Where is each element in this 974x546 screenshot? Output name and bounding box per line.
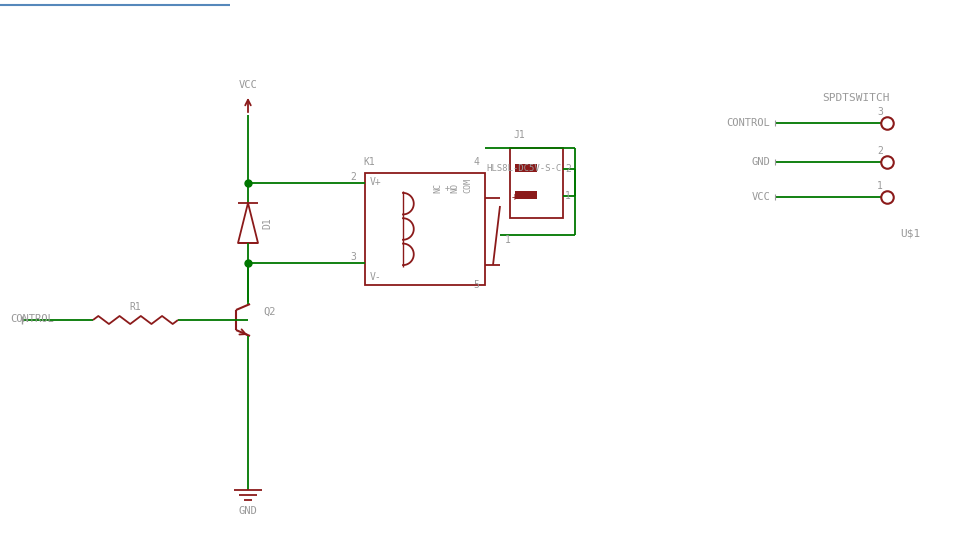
Bar [365,173,485,285]
Text: 2: 2 [350,172,356,182]
Text: Q2: Q2 [263,307,276,317]
Text: U$1: U$1 [900,229,920,239]
Text: VCC: VCC [239,80,257,90]
Text: 4: 4 [473,157,479,167]
Text: D1: D1 [262,217,272,229]
Text: 3: 3 [877,107,882,117]
Text: 3: 3 [350,252,356,262]
Bar [515,191,537,199]
Text: GND: GND [239,506,257,516]
Text: HLS8L-DC5V-S-C: HLS8L-DC5V-S-C [486,164,561,173]
Text: 2: 2 [877,146,882,156]
Bar [515,164,537,172]
Text: J1: J1 [513,130,525,140]
Text: V-: V- [370,272,382,282]
Text: GND: GND [751,157,770,167]
Text: +: + [445,184,450,193]
Text: 5: 5 [473,280,479,290]
Text: R1: R1 [130,302,141,312]
Text: V+: V+ [370,177,382,187]
Text: VCC: VCC [751,192,770,202]
Text: NC: NC [433,183,442,193]
Text: 1: 1 [877,181,882,191]
Bar [510,148,563,218]
Text: NO: NO [450,183,459,193]
Text: +: + [512,192,518,201]
Text: CONTROL: CONTROL [727,118,770,128]
Text: K1: K1 [363,157,375,167]
Text: 1: 1 [505,235,511,245]
Text: SPDTSWITCH: SPDTSWITCH [822,93,890,103]
Text: COM: COM [463,178,472,193]
Text: 1: 1 [565,191,571,200]
Text: 2: 2 [565,164,571,174]
Text: CONTROL: CONTROL [10,314,54,324]
